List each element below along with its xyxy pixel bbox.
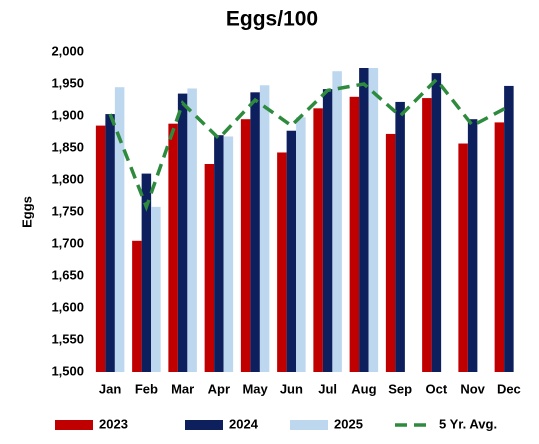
bar bbox=[349, 96, 360, 373]
bar bbox=[114, 87, 125, 372]
x-tick-label: Mar bbox=[171, 381, 194, 396]
y-tick-label: 2,000 bbox=[51, 43, 84, 58]
x-tick-label: Feb bbox=[135, 381, 158, 396]
bar bbox=[286, 130, 297, 372]
bar bbox=[214, 135, 224, 372]
y-axis-label: Eggs bbox=[19, 196, 34, 228]
bar bbox=[458, 143, 468, 372]
x-tick-label: Oct bbox=[426, 381, 448, 396]
legend-label: 5 Yr. Avg. bbox=[439, 416, 497, 431]
legend-swatch bbox=[55, 420, 93, 430]
x-tick-label: Jun bbox=[280, 381, 303, 396]
x-tick-label: Dec bbox=[497, 381, 521, 396]
y-tick-label: 1,850 bbox=[51, 139, 84, 154]
bar bbox=[240, 119, 251, 372]
bar bbox=[504, 85, 514, 373]
bar bbox=[431, 73, 442, 373]
legend-swatch bbox=[290, 420, 328, 430]
bar bbox=[395, 101, 405, 373]
y-tick-label: 1,800 bbox=[51, 171, 84, 186]
y-tick-label: 1,750 bbox=[51, 203, 84, 218]
y-tick-label: 1,600 bbox=[51, 299, 84, 314]
x-tick-label: May bbox=[242, 381, 268, 396]
y-tick-label: 1,550 bbox=[51, 331, 84, 346]
legend-swatch bbox=[185, 420, 223, 430]
x-tick-label: Jul bbox=[318, 381, 337, 396]
bar bbox=[223, 136, 234, 372]
bar bbox=[204, 164, 215, 372]
bar bbox=[141, 173, 152, 372]
bar bbox=[422, 98, 432, 372]
bar bbox=[467, 119, 478, 372]
y-tick-label: 1,700 bbox=[51, 235, 84, 250]
bar bbox=[95, 125, 106, 372]
y-tick-label: 1,950 bbox=[51, 75, 84, 90]
bar bbox=[187, 88, 197, 372]
x-tick-label: Nov bbox=[460, 381, 485, 396]
bar bbox=[168, 123, 178, 373]
line bbox=[108, 76, 510, 212]
bar bbox=[332, 71, 342, 372]
bar bbox=[385, 133, 396, 372]
x-tick-label: Aug bbox=[351, 381, 376, 396]
legend-label: 2023 bbox=[99, 416, 128, 431]
bar bbox=[494, 122, 505, 373]
bar bbox=[259, 85, 270, 372]
bar bbox=[132, 240, 142, 372]
legend-label: 2025 bbox=[334, 416, 363, 431]
y-tick-label: 1,500 bbox=[51, 363, 84, 378]
bar bbox=[277, 152, 287, 372]
bar bbox=[105, 114, 115, 372]
bar bbox=[151, 206, 161, 372]
x-tick-label: Sep bbox=[388, 381, 412, 396]
x-tick-label: Apr bbox=[208, 381, 230, 396]
x-tick-label: Jan bbox=[99, 381, 121, 396]
bar bbox=[313, 108, 323, 372]
y-tick-label: 1,650 bbox=[51, 267, 84, 282]
bar bbox=[296, 117, 306, 372]
bar bbox=[177, 93, 188, 372]
y-tick-label: 1,900 bbox=[51, 107, 84, 122]
chart-title: Eggs/100 bbox=[226, 8, 318, 31]
bar bbox=[322, 89, 333, 373]
bar bbox=[368, 68, 379, 372]
bar bbox=[359, 68, 369, 372]
bar bbox=[250, 92, 260, 372]
legend-label: 2024 bbox=[229, 416, 259, 431]
